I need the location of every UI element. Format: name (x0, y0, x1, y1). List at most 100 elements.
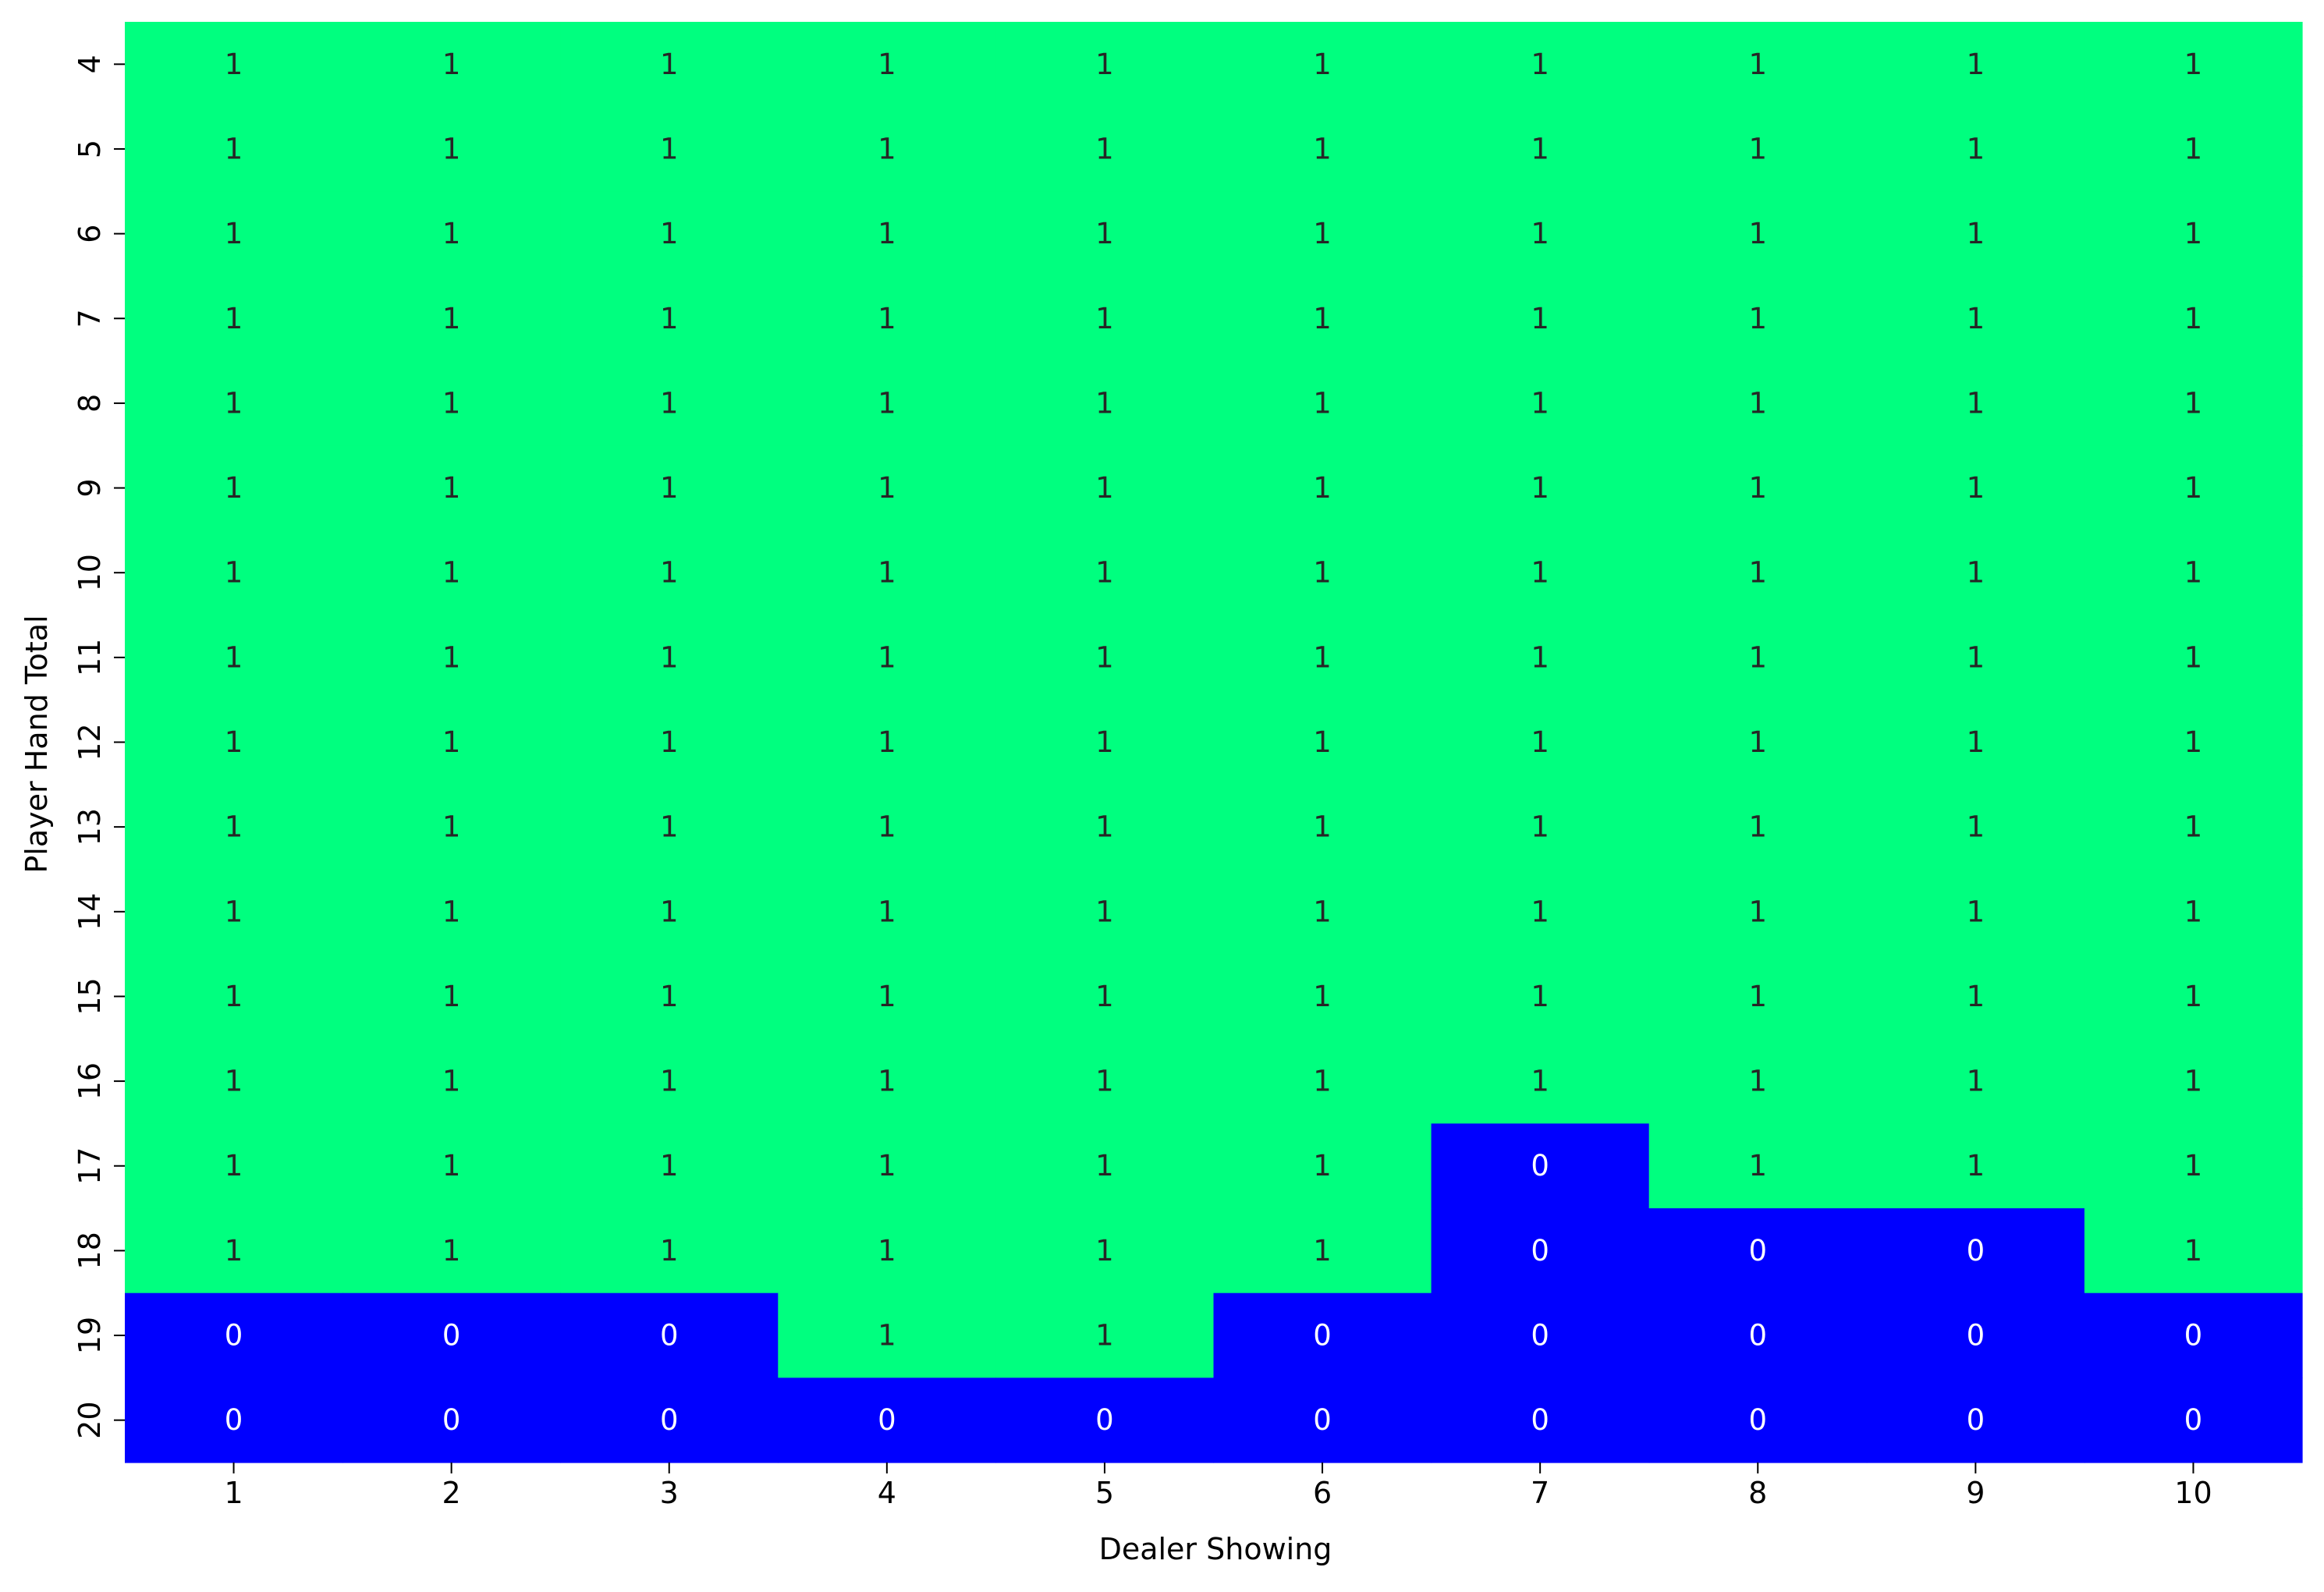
heatmap-cell (995, 530, 1215, 616)
heatmap-cell-value: 1 (660, 1234, 679, 1268)
heatmap-cell (342, 22, 561, 108)
heatmap-cell-value: 1 (1748, 302, 1767, 335)
heatmap-cell-value: 1 (442, 980, 461, 1013)
heatmap-cell-value: 1 (1313, 895, 1332, 928)
heatmap-cell (1648, 445, 1868, 531)
heatmap-cell (342, 191, 561, 277)
heatmap-cell (1648, 954, 1868, 1040)
heatmap-cell-value: 1 (1748, 980, 1767, 1013)
heatmap-cell-value: 1 (1531, 980, 1549, 1013)
heatmap-cell (995, 445, 1215, 531)
heatmap-cell (342, 106, 561, 192)
heatmap-cell-value: 1 (1095, 725, 1114, 759)
heatmap-cell-value: 1 (660, 1149, 679, 1182)
heatmap-cell-value: 0 (225, 1403, 243, 1437)
heatmap-cell-value: 1 (878, 132, 896, 165)
heatmap-cell-value: 1 (442, 471, 461, 505)
y-tick-label: 4 (73, 55, 107, 73)
heatmap-cell-value: 1 (1095, 217, 1114, 250)
heatmap-cell (995, 954, 1215, 1040)
x-tick-label: 5 (1095, 1476, 1114, 1510)
heatmap-cell-value: 1 (1313, 980, 1332, 1013)
heatmap-cell-value: 1 (660, 471, 679, 505)
heatmap-cell (1866, 530, 2085, 616)
heatmap-cell-value: 1 (1748, 1149, 1767, 1182)
heatmap-cell (2084, 1038, 2303, 1125)
heatmap-cell-value: 1 (1967, 48, 1985, 81)
heatmap-cell-value: 1 (1748, 895, 1767, 928)
heatmap-cell-value: 1 (1531, 725, 1549, 759)
heatmap-cell-value: 1 (2184, 302, 2203, 335)
heatmap-cell (125, 360, 343, 446)
heatmap-cell (1431, 1208, 1650, 1294)
heatmap-cell-value: 1 (225, 471, 243, 505)
heatmap-cell (560, 615, 779, 700)
heatmap-cell (1213, 360, 1432, 446)
x-tick-label: 1 (224, 1476, 243, 1510)
heatmap-cell-value: 1 (1748, 725, 1767, 759)
heatmap-cell (1431, 106, 1650, 192)
heatmap-cell (2084, 445, 2303, 531)
heatmap-cell (1866, 1377, 2085, 1463)
heatmap-cell-value: 1 (442, 1065, 461, 1098)
heatmap-cell-value: 1 (878, 48, 896, 81)
heatmap-cell (778, 869, 996, 955)
heatmap-cell-value: 1 (225, 1234, 243, 1268)
heatmap-cell-value: 1 (1748, 48, 1767, 81)
heatmap-cell (560, 360, 779, 446)
heatmap-cell-value: 1 (1748, 386, 1767, 420)
heatmap-cell (1431, 1038, 1650, 1125)
heatmap-cell-value: 1 (442, 386, 461, 420)
heatmap-cell-value: 0 (1748, 1319, 1767, 1353)
heatmap-cell-value: 1 (1095, 1149, 1114, 1182)
heatmap-cell-value: 1 (1095, 810, 1114, 844)
heatmap-cell (560, 530, 779, 616)
heatmap-cell-value: 0 (1531, 1149, 1549, 1182)
heatmap-cell (342, 1038, 561, 1125)
heatmap-cell (1648, 869, 1868, 955)
heatmap-cell (2084, 615, 2303, 700)
heatmap-cell (1431, 700, 1650, 785)
heatmap-cell-value: 1 (1967, 895, 1985, 928)
heatmap-cell-value: 1 (1748, 556, 1767, 590)
heatmap-cell (560, 445, 779, 531)
heatmap-cell (1648, 700, 1868, 785)
heatmap-cell-value: 1 (2184, 471, 2203, 505)
y-axis-title: Player Hand Total (20, 615, 54, 873)
heatmap-cell-value: 0 (1967, 1234, 1985, 1268)
heatmap-cell-value: 1 (878, 1319, 896, 1353)
heatmap-cell (560, 106, 779, 192)
heatmap-cell (125, 106, 343, 192)
y-tick-label: 6 (73, 225, 107, 243)
heatmap-cell (125, 1292, 343, 1378)
heatmap-cell-value: 1 (878, 1234, 896, 1268)
heatmap-cell-value: 1 (660, 895, 679, 928)
heatmap-cell (778, 700, 996, 785)
heatmap-cell-value: 1 (1967, 217, 1985, 250)
heatmap-cell-value: 1 (1095, 1234, 1114, 1268)
heatmap-cell-value: 1 (660, 217, 679, 250)
heatmap-cell (778, 1038, 996, 1125)
heatmap-cell (1866, 1208, 2085, 1294)
heatmap-cell (560, 784, 779, 870)
heatmap-cell-value: 1 (2184, 132, 2203, 165)
heatmap-cell (1213, 784, 1432, 870)
heatmap-cell (995, 1123, 1215, 1209)
heatmap-cell-value: 1 (225, 810, 243, 844)
y-tick-label: 14 (73, 893, 107, 931)
heatmap-cell-value: 1 (1313, 132, 1332, 165)
y-tick-label: 10 (73, 554, 107, 591)
heatmap-cell (1213, 22, 1432, 108)
y-tick-label: 20 (73, 1401, 107, 1438)
heatmap-cell-value: 1 (1095, 556, 1114, 590)
heatmap-cell (1213, 530, 1432, 616)
heatmap-cell-value: 1 (225, 640, 243, 674)
heatmap-cell-value: 1 (1531, 1065, 1549, 1098)
heatmap-cell-value: 1 (1095, 302, 1114, 335)
heatmap-cell (125, 1038, 343, 1125)
heatmap-cell-value: 1 (660, 386, 679, 420)
heatmap-cell (1866, 784, 2085, 870)
x-tick-label: 10 (2174, 1476, 2212, 1510)
y-tick-label: 7 (73, 309, 107, 328)
